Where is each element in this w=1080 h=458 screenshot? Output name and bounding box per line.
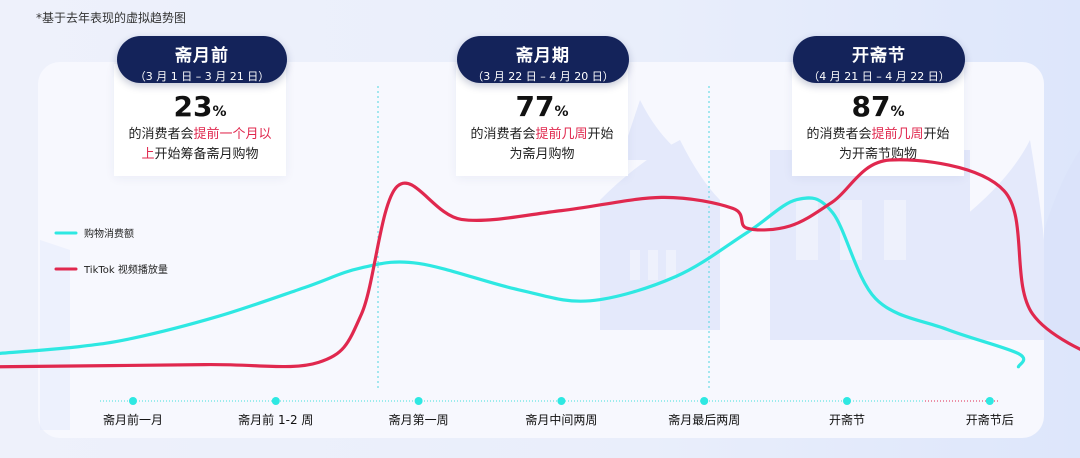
footnote: *基于去年表现的虚拟趋势图 — [36, 11, 187, 25]
phase-description: 的消费者会提前几周开始为开斋节购物 — [806, 127, 950, 162]
percent-unit: % — [554, 104, 569, 120]
series-line-spending — [0, 196, 1026, 369]
percent-unit: % — [212, 104, 227, 120]
x-tick-marker — [985, 397, 994, 405]
x-tick-marker — [414, 397, 423, 405]
x-tick-label: 开斋节后 — [966, 412, 1014, 427]
percent-unit: % — [890, 104, 905, 120]
x-tick-label: 斋月最后两周 — [668, 412, 740, 427]
x-tick-marker — [557, 397, 566, 405]
phase-percent: 23% — [114, 90, 286, 123]
phase-pill-ramadan: 斋月期 （3 月 22 日 – 4 月 20 日） — [457, 36, 629, 83]
phase-description: 的消费者会提前一个月以上开始筹备斋月购物 — [128, 127, 272, 162]
x-tick-marker — [129, 397, 137, 405]
phase-pill-eid: 开斋节 （4 月 21 日 – 4 月 22 日） — [793, 36, 965, 83]
series-line-tiktok-views — [0, 158, 1080, 369]
x-tick-marker — [271, 397, 280, 405]
legend-label: TikTok 视频播放量 — [83, 263, 168, 276]
percent-value: 77 — [515, 90, 555, 123]
x-tick-label: 斋月前一月 — [103, 412, 163, 427]
x-tick-label: 斋月中间两周 — [525, 412, 597, 427]
x-tick-marker — [843, 397, 851, 405]
x-tick-label: 斋月前 1-2 周 — [238, 412, 313, 427]
phase-percent: 87% — [792, 90, 964, 123]
phase-percent: 77% — [456, 90, 628, 123]
percent-value: 23 — [173, 90, 213, 123]
x-tick-label: 开斋节 — [829, 412, 865, 427]
x-tick-label: 斋月第一周 — [389, 412, 449, 427]
legend-label: 购物消费额 — [84, 227, 134, 240]
phase-pill-pre-ramadan: 斋月前 （3 月 1 日 – 3 月 21 日） — [117, 36, 287, 83]
phase-description: 的消费者会提前几周开始为斋月购物 — [470, 127, 614, 162]
x-tick-marker — [700, 397, 709, 405]
percent-value: 87 — [851, 90, 891, 123]
